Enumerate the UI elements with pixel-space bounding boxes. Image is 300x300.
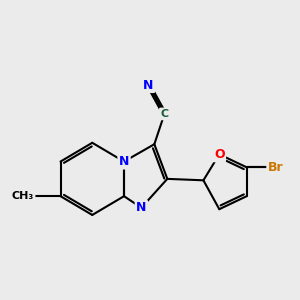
Text: N: N [119, 155, 129, 168]
Text: CH₃: CH₃ [12, 191, 34, 201]
Text: O: O [214, 148, 225, 161]
Text: Br: Br [268, 161, 283, 174]
Text: N: N [136, 201, 146, 214]
Text: C: C [160, 109, 169, 119]
Text: N: N [143, 79, 154, 92]
